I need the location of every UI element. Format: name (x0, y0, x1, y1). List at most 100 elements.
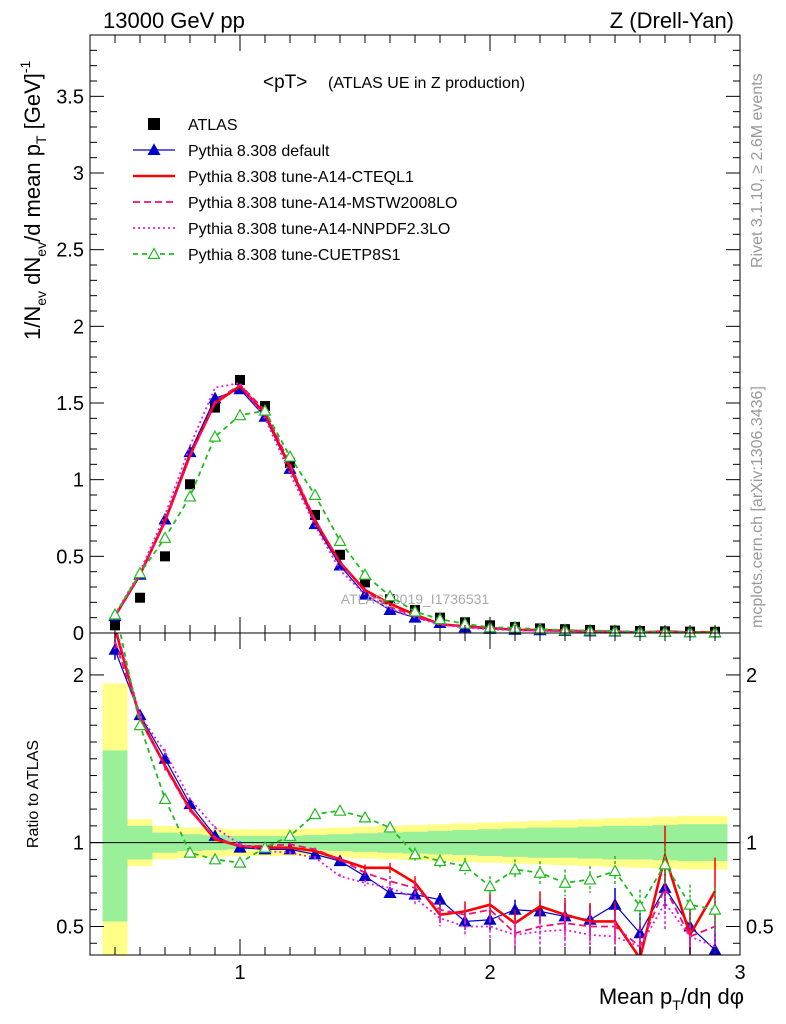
legend-marker (147, 143, 161, 155)
legend-label: Pythia 8.308 tune-A14-MSTW2008LO (188, 195, 457, 212)
ratio-panel: 0.5 0.5 1 1 2 2 1 2 3 Ratio to ATLAS Mean pT/dη … (25, 632, 774, 1013)
pythia-8-308-tune-cuetp8s1-point (208, 429, 222, 442)
legend-entry-pythia-8-308-tune-a14-mstw2008lo: Pythia 8.308 tune-A14-MSTW2008LO (133, 195, 457, 212)
pythia-8-308-tune-cuetp8s1-ratio-point (358, 810, 372, 823)
ratio-ytick-label-right: 1 (746, 833, 757, 855)
legend-marker (148, 118, 160, 130)
pythia-8-308-tune-cuetp8s1-point (408, 604, 422, 617)
uncertainty-band-inner-bin (102, 750, 128, 922)
pythia-8-308-tune-cuetp8s1-point (258, 403, 272, 416)
pythia-8-308-tune-cuetp8s1-ratio-point (258, 840, 272, 853)
legend-label: ATLAS (188, 117, 238, 134)
atlas-data-point (310, 509, 320, 520)
ratio-ytick-label: 0.5 (56, 916, 84, 938)
pythia-8-308-default-point (383, 603, 397, 616)
pythia-8-308-tune-cuetp8s1-ratio-point (658, 857, 672, 870)
atlas-data-point (360, 577, 370, 588)
pythia-8-308-tune-cuetp8s1-ratio-point (683, 897, 697, 910)
pythia-8-308-tune-cuetp8s1-point (133, 566, 147, 579)
pythia-8-308-tune-cuetp8s1-point (433, 612, 447, 625)
legend: ATLAS Pythia 8.308 default Pythia 8.308 tu… (133, 117, 457, 264)
pythia-8-308-tune-cuetp8s1-point (308, 488, 322, 500)
atlas-data-point (160, 551, 170, 562)
legend-entry-pythia-8-308-tune-a14-nnpdf2-3lo: Pythia 8.308 tune-A14-NNPDF2.3LO (133, 221, 450, 238)
pythia-8-308-tune-a14-mstw2008lo-ratio-line (114, 641, 716, 949)
pythia-8-308-tune-cuetp8s1-ratio-point (208, 852, 222, 865)
pythia-8-308-tune-a14-nnpdf2-3lo-ratio-line (116, 633, 716, 948)
pythia-8-308-tune-a14-nnpdf2-3lo-line (114, 382, 716, 634)
pythia-8-308-tune-cuetp8s1-ratio-point (283, 829, 297, 841)
pythia-8-308-tune-cuetp8s1-ratio-point (333, 804, 347, 816)
watermark-label: ATLAS_2019_I1736531 (341, 591, 490, 607)
header-process-label: Z (Drell-Yan) (610, 8, 734, 33)
plot-title: <pT> (263, 72, 307, 93)
legend-label: Pythia 8.308 tune-CUETP8S1 (188, 247, 401, 264)
ratio-ylabel: Ratio to ATLAS (25, 740, 42, 848)
series-pythia-8-308-tune-a14-nnpdf2-3lo (114, 382, 716, 634)
main-ytick-label: 1 (73, 470, 84, 492)
pythia-8-308-tune-cuetp8s1-ratio-point (408, 847, 422, 860)
main-ytick-label: 3.5 (56, 86, 84, 108)
pythia-8-308-tune-cuetp8s1-ratio-point (158, 792, 172, 805)
pythia-8-308-tune-a14-cteql1-ratio-line (115, 633, 717, 955)
atlas-data-point (235, 375, 245, 385)
pythia-8-308-tune-cuetp8s1-ratio-point (583, 872, 597, 885)
pythia-8-308-tune-cuetp8s1-ratio-point (633, 899, 647, 912)
ratio-series-pythia-8-308-tune-cuetp8s1 (119, 633, 722, 932)
main-ytick-label: 0 (73, 623, 84, 645)
main-panel: 0 0.5 1 1.5 2 2.5 3 3.5 <pT> (ATLAS UE in Z pro… (17, 34, 741, 645)
pythia-8-308-tune-cuetp8s1-ratio-point (533, 866, 547, 878)
ratio-xlabel: Mean pT/dη dφ (599, 984, 744, 1013)
pythia-8-308-tune-cuetp8s1-point (383, 589, 397, 602)
main-ytick-label: 3 (73, 163, 84, 185)
ratio-xtick-label: 1 (234, 962, 245, 984)
header-collision-label: 13000 GeV pp (103, 8, 245, 33)
pythia-8-308-tune-cuetp8s1-ratio-point (708, 902, 722, 915)
atlas-data-point (210, 402, 220, 413)
atlas-data-point (335, 549, 345, 560)
ratio-xtick-label: 2 (484, 962, 495, 984)
pythia-8-308-tune-cuetp8s1-ratio-point (133, 718, 147, 731)
plot-subtitle: (ATLAS UE in Z production) (328, 75, 525, 92)
atlas-data-point (185, 479, 195, 490)
ratio-xtick-label: 3 (734, 962, 745, 984)
pythia-8-308-tune-cuetp8s1-ratio-point (183, 845, 197, 858)
ratio-series-pythia-8-308-tune-a14-nnpdf2-3lo (114, 633, 716, 955)
ratio-series-pythia-8-308-default (108, 639, 722, 955)
pythia-8-308-tune-cuetp8s1-ratio-point (383, 820, 397, 833)
legend-entry-pythia-8-308-tune-a14-cteql1: Pythia 8.308 tune-A14-CTEQL1 (133, 169, 414, 186)
pythia-8-308-tune-cuetp8s1-point (283, 449, 297, 462)
pythia-8-308-default-ratio-point (383, 886, 397, 898)
pythia-8-308-tune-cuetp8s1-ratio-point (483, 879, 497, 892)
pythia-8-308-tune-cuetp8s1-point (158, 531, 172, 543)
main-ytick-label: 2.5 (56, 240, 84, 262)
uncertainty-band-outer (102, 683, 728, 955)
legend-entry-pythia-8-308-tune-cuetp8s1: Pythia 8.308 tune-CUETP8S1 (133, 247, 401, 264)
pythia-8-308-tune-cuetp8s1-ratio-point (608, 864, 622, 877)
pythia-8-308-tune-cuetp8s1-ratio-point (233, 856, 247, 868)
pythia-8-308-tune-cuetp8s1-ratio-point (508, 862, 522, 875)
ratio-ytick-label-right: 0.5 (746, 916, 774, 938)
atlas-data-point (135, 592, 145, 603)
pythia-8-308-tune-cuetp8s1-point (333, 534, 347, 547)
pythia-8-308-tune-cuetp8s1-point (183, 489, 197, 502)
ratio-series-pythia-8-308-tune-a14-mstw2008lo (114, 633, 716, 955)
pythia-8-308-tune-cuetp8s1-ratio-point (433, 854, 447, 867)
legend-label: Pythia 8.308 default (188, 143, 330, 160)
ratio-ytick-label: 1 (73, 833, 84, 855)
legend-label: Pythia 8.308 tune-A14-NNPDF2.3LO (188, 221, 450, 238)
legend-marker (147, 247, 161, 259)
pythia-8-308-default-ratio-line (114, 649, 716, 951)
legend-label: Pythia 8.308 tune-A14-CTEQL1 (188, 169, 414, 186)
ratio-ytick-label: 2 (73, 665, 84, 687)
legend-entry-pythia-8-308-default: Pythia 8.308 default (133, 143, 330, 160)
pythia-8-308-tune-cuetp8s1-ratio-point (458, 859, 472, 872)
pythia-8-308-tune-cuetp8s1-ratio-point (558, 876, 572, 888)
legend-entry-atlas: ATLAS (148, 117, 238, 134)
pythia-8-308-tune-cuetp8s1-point (358, 567, 372, 580)
main-ytick-label: 0.5 (56, 546, 84, 568)
ratio-ytick-label-right: 2 (746, 665, 757, 687)
main-ylabel: 1/Nev dNev/d mean pT [GeV]-1 (17, 60, 49, 340)
pythia-8-308-tune-cuetp8s1-ratio-point (308, 807, 322, 820)
